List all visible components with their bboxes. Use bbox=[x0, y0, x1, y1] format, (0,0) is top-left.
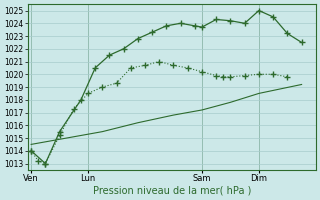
X-axis label: Pression niveau de la mer( hPa ): Pression niveau de la mer( hPa ) bbox=[92, 186, 251, 196]
